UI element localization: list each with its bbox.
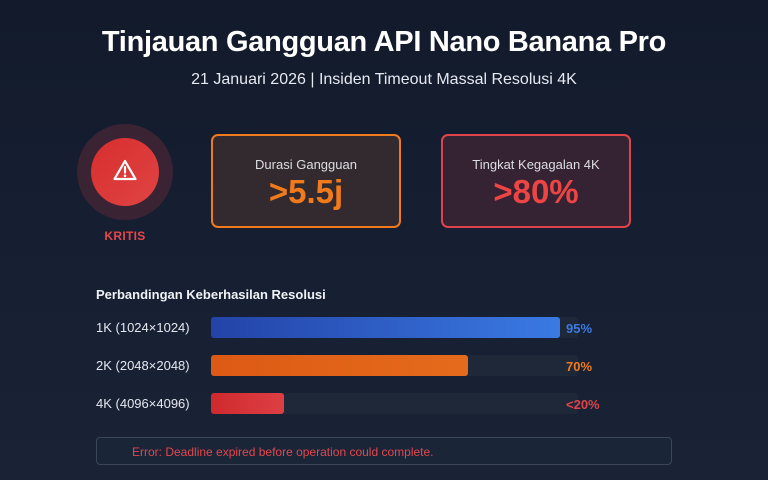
row-value: 70% — [566, 359, 593, 374]
page-title: Tinjauan Gangguan API Nano Banana Pro — [101, 26, 667, 58]
bar-track — [211, 393, 578, 414]
row-value: <20% — [566, 397, 600, 412]
severity-badge — [77, 124, 173, 220]
warning-triangle-icon — [113, 159, 137, 186]
row-label: 4K (4096×4096) — [96, 396, 190, 411]
metric-value: >80% — [493, 173, 579, 210]
row-value: 95% — [566, 321, 593, 336]
error-message: Error: Deadline expired before operation… — [132, 445, 434, 459]
metric-card-duration: Durasi Gangguan >5.5j — [211, 134, 401, 228]
bar-track — [211, 317, 578, 338]
chart-row: 4K (4096×4096) <20% — [96, 393, 656, 415]
bar-track — [211, 355, 578, 376]
page-subtitle: 21 Januari 2026 | Insiden Timeout Massal… — [191, 71, 577, 88]
metric-label: Tingkat Kegagalan 4K — [472, 157, 600, 172]
metric-value: >5.5j — [268, 173, 344, 210]
row-label: 1K (1024×1024) — [96, 320, 190, 335]
chart-row: 1K (1024×1024) 95% — [96, 317, 656, 339]
bar-2k — [211, 355, 468, 376]
bar-1k — [211, 317, 560, 338]
chart-row: 2K (2048×2048) 70% — [96, 355, 656, 377]
bar-4k — [211, 393, 285, 414]
metric-card-failure-rate: Tingkat Kegagalan 4K >80% — [441, 134, 631, 228]
error-message-box: Error: Deadline expired before operation… — [96, 437, 672, 465]
chart-title: Perbandingan Keberhasilan Resolusi — [96, 287, 326, 302]
row-label: 2K (2048×2048) — [96, 358, 190, 373]
metric-label: Durasi Gangguan — [255, 157, 357, 172]
severity-label: KRITIS — [104, 229, 146, 243]
